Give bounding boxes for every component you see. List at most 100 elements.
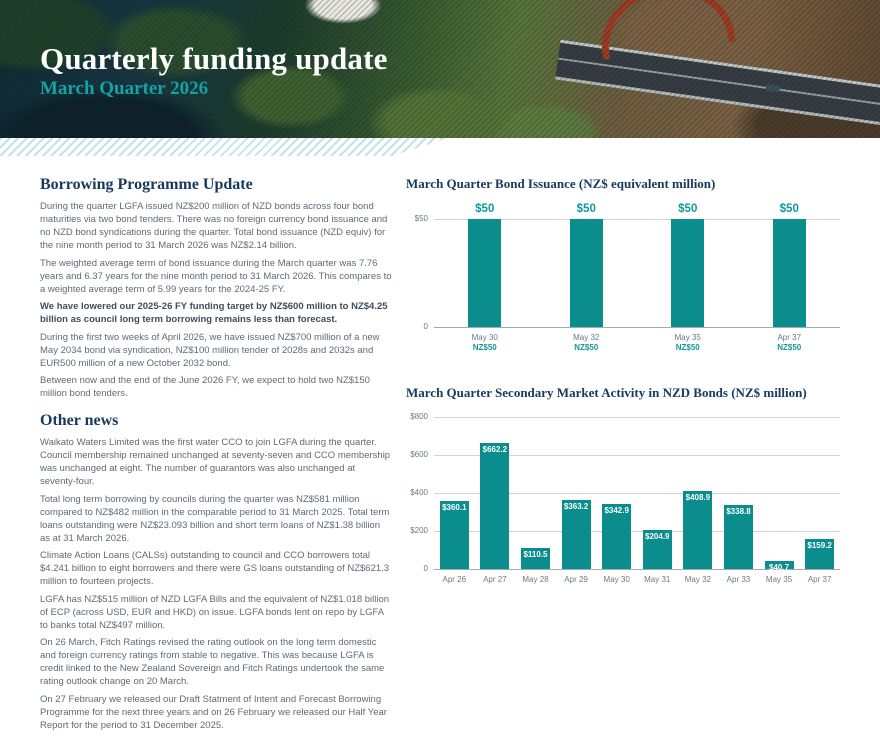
bar-value-label: $50 [678, 203, 698, 215]
bar: $360.1 [439, 500, 469, 569]
gridline [434, 493, 840, 494]
bar: $342.9 [602, 503, 632, 569]
paragraph: Total long term borrowing by councils du… [40, 493, 390, 544]
bar-value-label: $204.9 [645, 532, 670, 542]
bar-value-label: $363.2 [563, 502, 589, 511]
x-tick-label: Apr 37 NZ$50 [739, 333, 841, 353]
paragraph: Waikato Waters Limited was the first wat… [40, 437, 391, 487]
x-tick-category: Apr 33 [726, 575, 751, 584]
x-tick-label: Apr 33 [718, 575, 759, 585]
x-tick-label: May 35 [759, 575, 800, 585]
paragraph: During the first two weeks of April 2026… [40, 331, 380, 369]
y-tick-label: 0 [423, 322, 428, 331]
secondary-market-plot: $800 $600 $400 $200 0 $360.1 $662.2 $110.5 $363.… [410, 413, 840, 573]
bar-slot: $159.2 [799, 417, 840, 569]
bar: $50 [569, 203, 603, 327]
bars: $360.1 $662.2 $110.5 $363.2 $342.9 $204.9 $408… [434, 417, 840, 573]
x-tick-category: May 28 [522, 575, 549, 584]
x-tick-sublabel: NZ$50 [777, 343, 802, 352]
hatch-band [0, 138, 880, 156]
y-tick-label: $600 [410, 450, 428, 459]
bar: $50 [772, 203, 806, 327]
bar-slot: $408.9 [678, 417, 719, 569]
paragraph: On 26 March, Fitch Ratings revised the r… [40, 637, 385, 687]
section-heading: Borrowing Programme Update [40, 176, 253, 193]
y-tick-label: $800 [410, 412, 428, 421]
bar-value-label: $50 [576, 203, 596, 215]
photo-diagonal-texture [0, 0, 880, 138]
bar: $662.2 [480, 443, 510, 569]
bar: $338.8 [723, 504, 753, 569]
bar-value-label: $50 [475, 203, 495, 215]
x-tick-category: May 32 [684, 575, 711, 584]
bar-slot: $40.7 [759, 417, 800, 573]
y-tick-label: $50 [414, 214, 428, 223]
page-subtitle: March Quarter 2026 [40, 78, 209, 99]
x-tick-label: Apr 26 [434, 575, 475, 585]
header-banner: Quarterly funding update March Quarter 2… [0, 0, 880, 138]
paragraph: The weighted average term of bond issuan… [40, 257, 392, 295]
section-other-news: Other news Waikato Waters Limited was th… [40, 412, 392, 732]
bar-slot: $50 [637, 203, 739, 327]
bar-slot: $110.5 [515, 417, 556, 569]
bar-slot: $204.9 [637, 417, 678, 569]
x-tick-sublabel: NZ$50 [574, 343, 599, 352]
x-tick-category: May 32 [573, 333, 600, 342]
x-tick-sublabel: NZ$50 [472, 343, 497, 352]
bars: $50 $50 $50 $50 [434, 203, 841, 327]
bar: $363.2 [561, 500, 591, 569]
secondary-market-x-axis: Apr 26 Apr 27 May 28 Apr 29 May 30 May 31 May … [434, 575, 840, 585]
secondary-market-chart: March Quarter Secondary Market Activity … [406, 385, 840, 585]
bar-value-label: $342.9 [604, 505, 629, 515]
page-title: Quarterly funding update [40, 41, 388, 76]
x-tick-category: May 30 [471, 333, 498, 342]
gridline [434, 455, 840, 456]
x-tick-category: May 30 [603, 575, 630, 584]
x-tick-category: Apr 37 [807, 575, 832, 584]
bar-value-label: $338.8 [726, 506, 751, 516]
x-tick-label: Apr 37 [799, 575, 840, 585]
bar-slot: $338.8 [718, 417, 759, 569]
hatch-stripes [0, 138, 448, 156]
x-tick-label: May 35 NZ$50 [637, 333, 739, 353]
content: Borrowing Programme Update During the qu… [0, 156, 880, 736]
chart-title: March Quarter Secondary Market Activity … [406, 385, 807, 400]
bar-slot: $363.2 [556, 417, 597, 569]
gridline [434, 417, 840, 418]
bar-value-label: $50 [779, 203, 799, 215]
x-tick-category: May 35 [765, 575, 793, 584]
paragraph: Between now and the end of the June 2026… [40, 375, 370, 399]
paragraph: On 27 February we released our Draft Sta… [40, 693, 387, 731]
paragraph: During the quarter LGFA issued NZ$200 mi… [40, 201, 388, 251]
y-tick-label: $400 [410, 488, 428, 497]
paragraph: LGFA has NZ$515 million of NZD LGFA Bill… [40, 593, 390, 631]
bar: $50 [671, 203, 705, 327]
gridline [434, 531, 840, 532]
bar-value-label: $110.5 [523, 550, 548, 560]
bar-slot: $662.2 [475, 417, 516, 569]
charts-column: March Quarter Bond Issuance (NZ$ equival… [406, 176, 840, 736]
x-tick-category: Apr 29 [564, 575, 588, 584]
y-tick-label: $200 [410, 526, 428, 535]
bar: $159.2 [805, 538, 835, 569]
bar-value-label: $662.2 [482, 445, 508, 455]
chart-title: March Quarter Bond Issuance (NZ$ equival… [406, 176, 716, 191]
bar: $204.9 [642, 530, 672, 569]
bond-issuance-x-axis: May 30 NZ$50 May 32 NZ$50 May 35 NZ$50 Apr 37 N… [434, 333, 840, 353]
x-tick-category: Apr 27 [483, 575, 507, 584]
x-tick-label: May 32 [678, 575, 719, 585]
x-tick-label: May 32 NZ$50 [536, 333, 638, 353]
bar-slot: $360.1 [434, 417, 475, 569]
x-tick-label: May 31 [637, 575, 678, 585]
x-tick-category: May 35 [674, 333, 701, 342]
bar-value-label: $408.9 [685, 493, 711, 503]
x-tick-label: May 28 [515, 575, 556, 585]
text-column: Borrowing Programme Update During the qu… [40, 176, 392, 736]
bar-slot: $50 [739, 203, 841, 327]
x-tick-label: Apr 29 [556, 575, 597, 585]
bar-slot: $50 [536, 203, 638, 327]
aerial-photo [0, 0, 880, 138]
paragraph-bold: We have lowered our 2025-26 FY funding t… [40, 301, 388, 325]
header-text-block: Quarterly funding update March Quarter 2… [40, 42, 388, 100]
bar-value-label: $40.7 [769, 563, 790, 573]
